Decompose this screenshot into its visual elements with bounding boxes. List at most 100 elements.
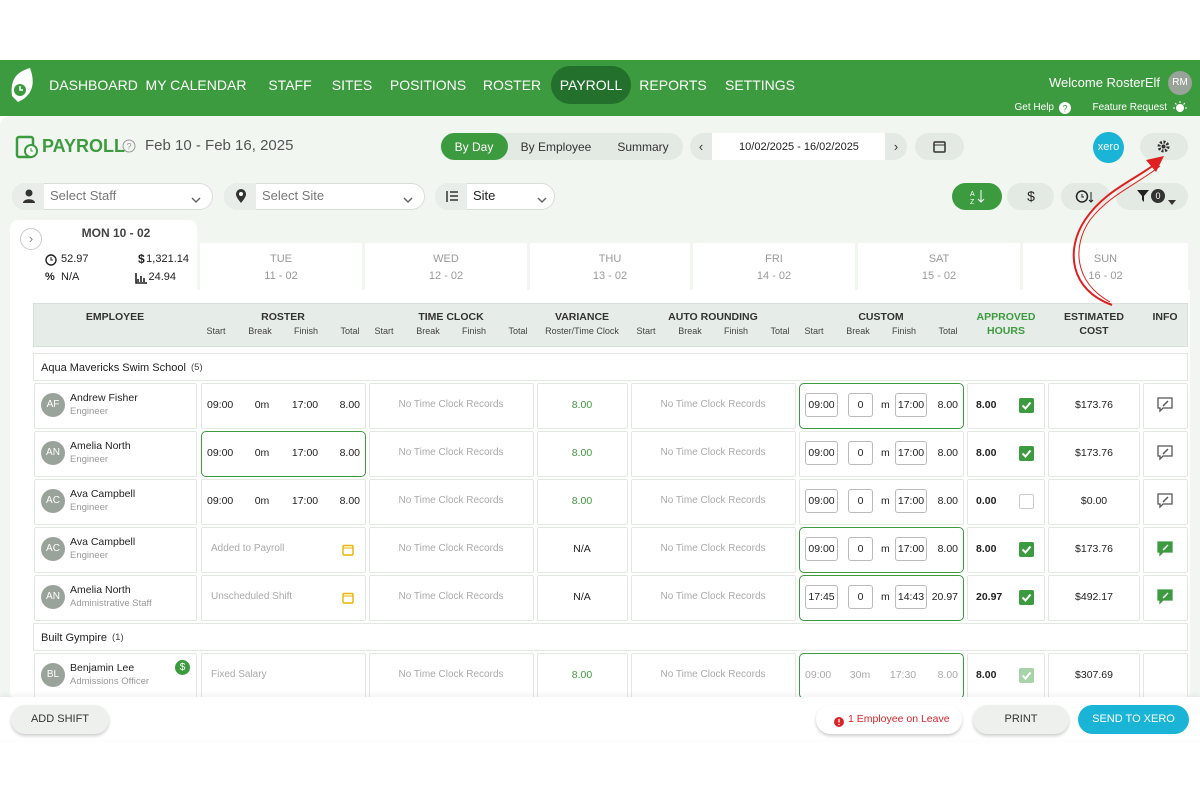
avatar[interactable]: RM	[1168, 71, 1192, 95]
approve-checkbox[interactable]	[1019, 494, 1034, 509]
estimated-cost: $173.76	[1075, 399, 1113, 411]
custom-break[interactable]: 0	[848, 441, 873, 465]
nav-item[interactable]: SITES	[331, 77, 373, 93]
expand-btn[interactable]: ›	[20, 228, 42, 250]
roster-value: 17:00	[291, 495, 319, 507]
roster-note: Added to Payroll	[211, 543, 285, 554]
tab-active	[441, 133, 508, 160]
nav-item[interactable]: SETTINGS	[724, 77, 795, 93]
info-btn[interactable]	[1157, 589, 1173, 605]
prev-btn[interactable]: ‹	[690, 133, 712, 160]
col-head: TIME CLOCK	[418, 311, 484, 323]
day-tab[interactable]	[365, 243, 527, 290]
col-head: EMPLOYEE	[85, 311, 145, 323]
custom-finish[interactable]: 17:00	[895, 537, 927, 561]
day-tab[interactable]	[530, 243, 690, 290]
nav-item[interactable]: DASHBOARD	[49, 77, 138, 93]
sort-btn[interactable]	[952, 183, 1002, 210]
stat-ratio: 24.94	[148, 271, 176, 283]
employee-name[interactable]: Amelia North	[70, 440, 131, 452]
employee-role: Engineer	[70, 454, 109, 465]
feature-request[interactable]: Feature Request	[1092, 102, 1168, 113]
nav-item[interactable]: REPORTS	[639, 77, 707, 93]
col-head: AUTO ROUNDING	[668, 311, 758, 323]
custom-start[interactable]: 17:45	[805, 585, 838, 609]
next-btn[interactable]: ›	[885, 133, 907, 160]
payroll-icon-svg	[15, 135, 38, 159]
info-btn[interactable]	[1157, 445, 1173, 461]
auto-rounding: No Time Clock Records	[660, 495, 766, 506]
custom-break[interactable]: 0	[848, 537, 873, 561]
custom-start[interactable]: 09:00	[805, 489, 838, 513]
tab[interactable]: By Day	[454, 140, 494, 154]
custom-start[interactable]: 09:00	[805, 441, 838, 465]
note-icon	[1157, 589, 1173, 605]
custom-value: 09:00	[805, 669, 832, 681]
employee-name[interactable]: Benjamin Lee	[70, 662, 135, 674]
custom-break[interactable]: 0	[848, 393, 873, 417]
tab[interactable]: By Employee	[520, 140, 592, 154]
employee-name[interactable]: Ava Campbell	[70, 488, 136, 500]
estimated-cost: $0.00	[1080, 495, 1108, 507]
col-sub: Total	[770, 326, 790, 336]
custom-start[interactable]: 09:00	[805, 393, 838, 417]
info-btn[interactable]	[1157, 493, 1173, 509]
bulb-icon-svg	[1173, 101, 1187, 112]
tool-btn[interactable]	[1007, 183, 1054, 210]
col-head: ESTIMATED	[1064, 311, 1124, 323]
select[interactable]	[12, 183, 213, 210]
calendar-btn[interactable]	[915, 133, 964, 160]
stat-symbol: %	[45, 271, 55, 283]
approve-checkbox[interactable]	[1019, 398, 1034, 413]
approve-checkbox[interactable]	[1019, 446, 1034, 461]
period: 10/02/2025 - 16/02/2025	[739, 141, 859, 153]
group-row	[33, 353, 1188, 381]
add-shift-btn[interactable]: ADD SHIFT	[11, 705, 109, 734]
nav-item[interactable]: MY CALENDAR	[145, 77, 247, 93]
day-date: 14 - 02	[756, 270, 792, 282]
variance: 8.00	[571, 399, 593, 411]
custom-finish[interactable]: 17:00	[895, 441, 927, 465]
roster-value: 0m	[254, 399, 270, 411]
col-sub: Finish	[461, 326, 486, 336]
approve-checkbox[interactable]	[1019, 542, 1034, 557]
col-sub: Start	[374, 326, 394, 336]
day-tab[interactable]	[693, 243, 855, 290]
svg-text:?: ?	[1062, 104, 1067, 114]
custom-start[interactable]: 09:00	[805, 537, 838, 561]
day-tab[interactable]	[200, 243, 362, 290]
custom-break[interactable]: 0	[848, 489, 873, 513]
nav-item[interactable]: PAYROLL	[559, 77, 623, 93]
col-head: COST	[1079, 325, 1109, 337]
approve-checkbox[interactable]	[1019, 668, 1034, 683]
custom-finish[interactable]: 17:00	[895, 489, 927, 513]
info-btn[interactable]	[1157, 541, 1173, 557]
roster-value: 8.00	[339, 495, 360, 507]
day-tab[interactable]	[858, 243, 1020, 290]
nav-item[interactable]: STAFF	[268, 77, 312, 93]
employee-name[interactable]: Amelia North	[70, 584, 131, 596]
custom-value: 30m	[849, 669, 871, 681]
employee-name[interactable]: Ava Campbell	[70, 536, 136, 548]
avatar: AC	[41, 537, 65, 561]
get-help[interactable]: Get Help	[1014, 102, 1054, 113]
approve-checkbox[interactable]	[1019, 590, 1034, 605]
time-clock: No Time Clock Records	[398, 447, 504, 458]
tab[interactable]: Summary	[617, 140, 669, 154]
custom-break[interactable]: 0	[848, 585, 873, 609]
send-xero-btn[interactable]: SEND TO XERO	[1078, 705, 1189, 734]
info-btn[interactable]	[1157, 397, 1173, 413]
print-btn[interactable]: PRINT	[973, 705, 1069, 734]
xero-btn[interactable]: xero	[1093, 132, 1124, 163]
nav-item[interactable]: POSITIONS	[389, 77, 467, 93]
nav-item[interactable]: ROSTER	[482, 77, 542, 93]
custom-total: 8.00	[937, 447, 958, 459]
employee-name[interactable]: Andrew Fisher	[70, 392, 138, 404]
payroll-icon	[15, 135, 39, 159]
cell	[369, 383, 534, 429]
custom-finish[interactable]: 14:43	[895, 585, 927, 609]
custom-value: 17:30	[889, 669, 917, 681]
custom-finish[interactable]: 17:00	[895, 393, 927, 417]
variance: N/A	[573, 543, 591, 555]
select[interactable]	[224, 183, 425, 210]
